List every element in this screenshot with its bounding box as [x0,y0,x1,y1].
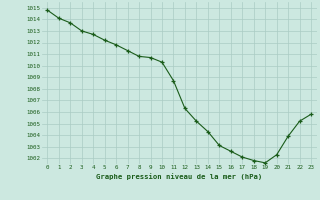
X-axis label: Graphe pression niveau de la mer (hPa): Graphe pression niveau de la mer (hPa) [96,173,262,180]
